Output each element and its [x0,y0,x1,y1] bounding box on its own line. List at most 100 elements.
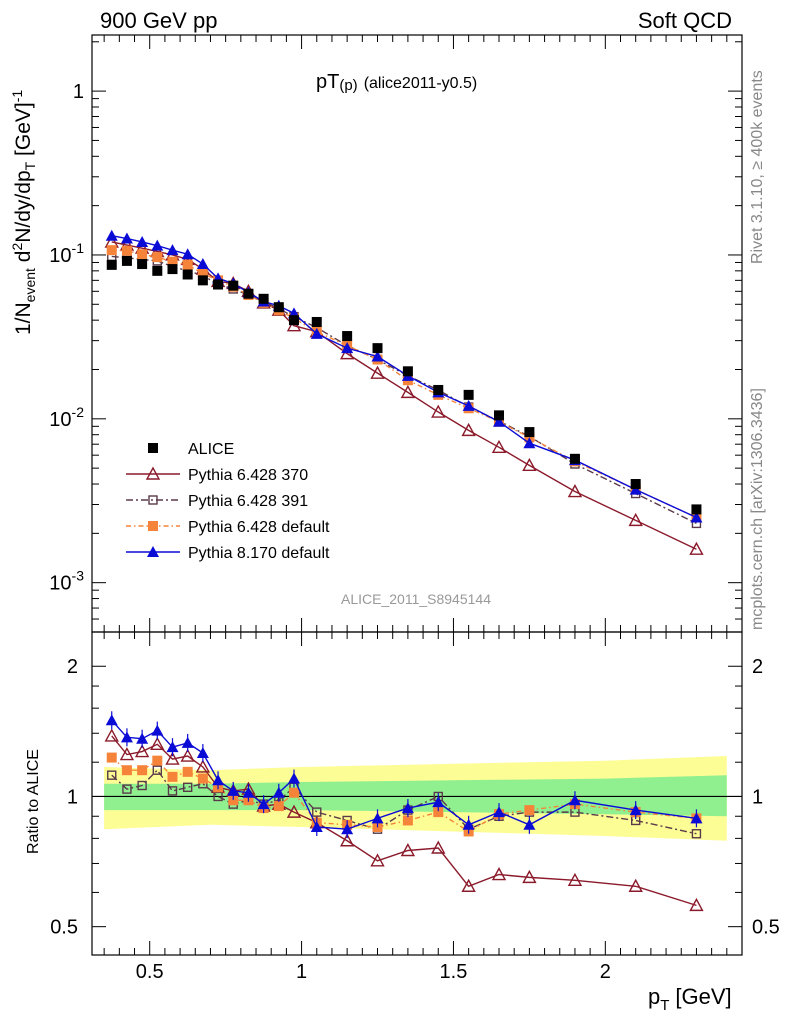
ratio-point [197,773,208,784]
main-panel-frame [91,34,743,633]
ratio-point [166,741,179,753]
ratio-point [180,748,195,762]
header-left-label: 900 GeV pp [100,8,217,33]
ratio-point [462,818,475,830]
data-point [258,293,269,304]
data-point [136,235,149,247]
ratio-point [181,736,194,748]
data-point [288,315,299,326]
ratio-point [273,801,284,812]
axis-ticks: 0.5 1 1.5 2 1 10-1 10-2 10-3 2 2 1 1 0.5 0.5 [49,35,780,983]
legend-label: Pythia 6.428 370 [188,467,308,484]
y-tick-label-top: 10-3 [49,568,84,595]
data-point [106,245,117,256]
ratio-point [104,728,119,742]
ratio-point [152,755,163,766]
ratio-point [691,829,702,839]
plot-title-suffix: (alice2011-y0.5) [364,75,478,92]
data-point [311,316,322,327]
x-axis-label: pT [GeV] [648,984,732,1014]
data-point [197,275,208,286]
data-point [310,327,323,339]
ratio-point [371,812,384,824]
data-point [286,318,302,332]
plot-title-main: pT [316,71,339,93]
legend-marker [148,495,158,505]
legend-marker [145,466,161,480]
ratio-point [288,787,299,798]
data-point [228,280,239,291]
y-tick-label-bottom-right: 2 [752,656,763,678]
data-point [120,232,133,244]
data-point [372,343,383,354]
data-point [461,422,476,437]
ratio-point [182,782,193,792]
ratio-panel-frame [91,631,743,956]
data-point [522,457,537,472]
ratio-point [491,867,507,881]
ratio-point [567,872,583,886]
x-tick-label: 2 [600,961,611,983]
series-line [111,255,697,525]
data-point [213,279,224,290]
legend-marker [148,521,158,531]
ratio-point [257,798,270,810]
ratio-point [150,736,165,751]
ratio-point [107,770,117,780]
data-point [491,439,507,454]
ratio-point [310,820,323,832]
data-point [689,541,704,555]
ratio-point [120,731,133,743]
ratio-point [105,714,118,726]
ratio-point [286,804,302,818]
data-point [523,437,536,449]
data-point [463,389,474,400]
legend-marker [147,546,159,557]
data-point [493,415,506,427]
data-point [273,302,284,313]
ratio-point [121,765,132,776]
header-right-label: Soft QCD [638,8,732,33]
ratio-point [152,765,163,775]
ratio-point [119,747,135,761]
data-point [524,427,535,438]
ratio-line [111,719,697,830]
ratio-point [165,751,180,765]
ratio-point [628,878,643,892]
data-point [567,484,583,498]
data-point [137,259,148,270]
ratio-point [227,784,240,796]
ratio-point [432,796,445,808]
data-point [152,265,163,276]
plot-frames [91,34,743,956]
data-point [167,256,178,267]
ratio-point [433,807,444,818]
ratio-point [312,807,322,817]
data-point [121,245,132,256]
ratio-point [195,759,211,773]
data-point [243,288,254,299]
data-point [166,244,179,256]
y-tick-label-bottom-right: 0.5 [752,917,780,939]
ratio-point [106,752,117,763]
plot-title-sub: (p) [339,77,357,94]
ratio-point [137,765,148,776]
ratio-point [272,786,285,798]
ratio-point [401,802,414,814]
analysis-watermark: ALICE_2011_S8945144 [341,591,491,607]
plot-title: pT(p) (alice2011-y0.5) [316,71,477,94]
y-tick-label-bottom: 2 [67,656,78,678]
y-tick-label-top: 10-2 [49,404,84,431]
y-tick-label-bottom: 0.5 [50,917,78,939]
x-axis-label-main: p [648,984,660,1009]
data-point [629,483,642,495]
legend-label: ALICE [188,441,234,458]
y-tick-label-top: 1 [73,81,84,103]
data-point [197,268,208,279]
y-axis-label-top: 1/Nevent d2N/dy/dpT [GeV]-1 [9,90,38,335]
data-point [182,259,193,270]
ratio-point [341,823,354,835]
data-point [433,384,444,395]
data-point [691,504,702,515]
